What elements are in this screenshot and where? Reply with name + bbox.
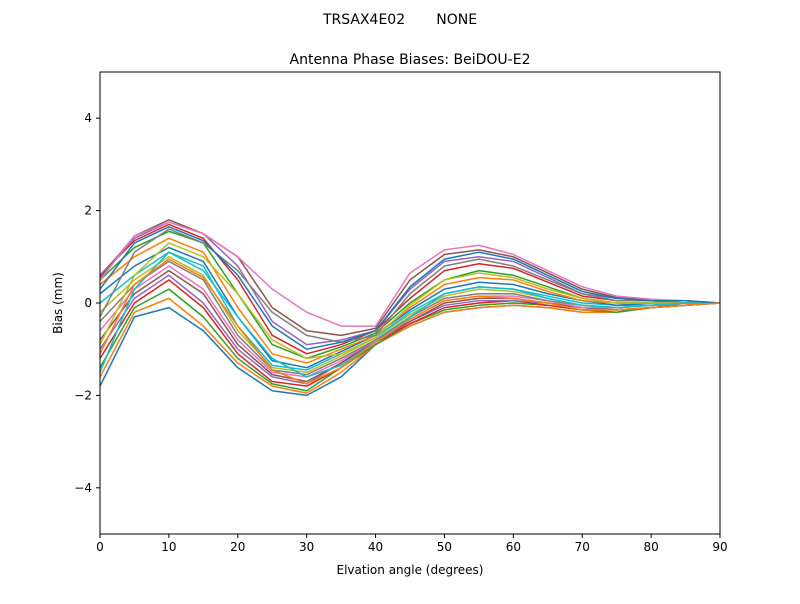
- y-tick-label: −2: [74, 388, 92, 402]
- y-tick-label: 4: [84, 111, 92, 125]
- series-line: [99, 246, 720, 369]
- series-line: [99, 221, 721, 327]
- x-tick-label: 60: [506, 540, 521, 554]
- x-tick-label: 90: [712, 540, 727, 554]
- chart-title: Antenna Phase Biases: BeiDOU-E2: [290, 52, 531, 68]
- x-tick-label: 20: [230, 540, 245, 554]
- x-tick-label: 50: [437, 540, 452, 554]
- x-tick-label: 40: [368, 540, 383, 554]
- x-axis-label: Elvation angle (degrees): [337, 563, 484, 577]
- x-tick-label: 80: [643, 540, 658, 554]
- axis-ticks: 0 10 20 30 40 50 60 70 80 90 −4 −2 0 2 4: [74, 111, 727, 554]
- series-line: [99, 251, 720, 378]
- y-tick-label: 0: [84, 296, 92, 310]
- y-tick-label: 2: [84, 204, 92, 218]
- series-line: [99, 226, 721, 350]
- series-line: [99, 242, 720, 360]
- series-lines: [99, 219, 721, 397]
- series-line: [99, 228, 720, 344]
- plot-frame: [99, 71, 721, 535]
- series-line: [99, 258, 721, 385]
- x-tick-label: 70: [575, 540, 590, 554]
- y-axis-label: Bias (mm): [51, 272, 65, 334]
- x-tick-label: 30: [299, 540, 314, 554]
- x-tick-label: 10: [161, 540, 176, 554]
- y-tick-label: −4: [74, 481, 92, 495]
- x-tick-label: 0: [96, 540, 104, 554]
- figure-suptitle: TRSAX4E02 NONE: [322, 12, 477, 28]
